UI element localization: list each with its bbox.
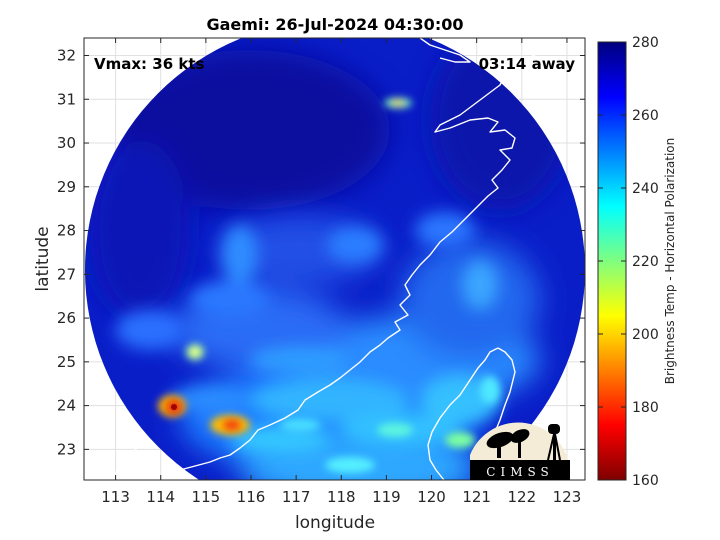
- colorbar-tick-label: 220: [632, 254, 659, 270]
- x-tick-label: 123: [553, 488, 582, 506]
- colorbar-tick-label: 260: [632, 108, 659, 124]
- colorbar-tick-label: 200: [632, 327, 659, 343]
- vmax-label: Vmax: 36 kts: [94, 55, 204, 73]
- y-tick-label: 32: [57, 47, 76, 65]
- x-tick-label: 116: [237, 488, 266, 506]
- y-tick-label: 31: [57, 90, 76, 108]
- colorbar-tick-label: 160: [632, 473, 659, 489]
- x-tick-label: 113: [101, 488, 130, 506]
- x-axis: 113 114 115 116 117 118 119 120 121 122 123: [101, 38, 581, 506]
- x-tick-label: 115: [192, 488, 221, 506]
- colorbar: 160 180 200 220 240 260 280 Brightness Temp - …: [597, 35, 677, 489]
- x-tick-label: 117: [282, 488, 311, 506]
- x-tick-label: 118: [327, 488, 356, 506]
- x-tick-label: 119: [372, 488, 401, 506]
- y-tick-label: 26: [57, 309, 76, 327]
- y-tick-label: 24: [57, 397, 76, 415]
- y-tick-label: 28: [57, 222, 76, 240]
- colorbar-tick-label: 180: [632, 400, 659, 416]
- y-tick-label: 25: [57, 353, 76, 371]
- coastline: [111, 38, 585, 480]
- colorbar-label: Brightness Temp - Horizontal Polarizatio…: [663, 138, 677, 385]
- brightness-temp-swath: [85, 38, 585, 480]
- colorbar-tick-label: 280: [632, 35, 659, 51]
- x-tick-label: 121: [462, 488, 491, 506]
- chart-title: Gaemi: 26-Jul-2024 04:30:00: [207, 15, 464, 34]
- y-tick-label: 27: [57, 265, 76, 283]
- y-tick-label: 30: [57, 134, 76, 152]
- cimss-logo: CIMSS: [470, 422, 570, 480]
- y-tick-label: 29: [57, 178, 76, 196]
- axes-box: [83, 37, 586, 481]
- distance-label: 03:14 away: [479, 55, 576, 73]
- x-axis-label: longitude: [295, 513, 375, 533]
- y-axis: 23 24 25 26 27 28 29 30 31 32: [57, 47, 585, 458]
- y-tick-label: 23: [57, 440, 76, 458]
- colorbar-ticks: 160 180 200 220 240 260 280: [598, 35, 659, 489]
- x-tick-label: 114: [146, 488, 175, 506]
- y-axis-label: latitude: [33, 226, 53, 291]
- logo-text: CIMSS: [486, 465, 553, 479]
- x-tick-label: 120: [417, 488, 446, 506]
- x-tick-label: 122: [507, 488, 536, 506]
- colorbar-tick-label: 240: [632, 181, 659, 197]
